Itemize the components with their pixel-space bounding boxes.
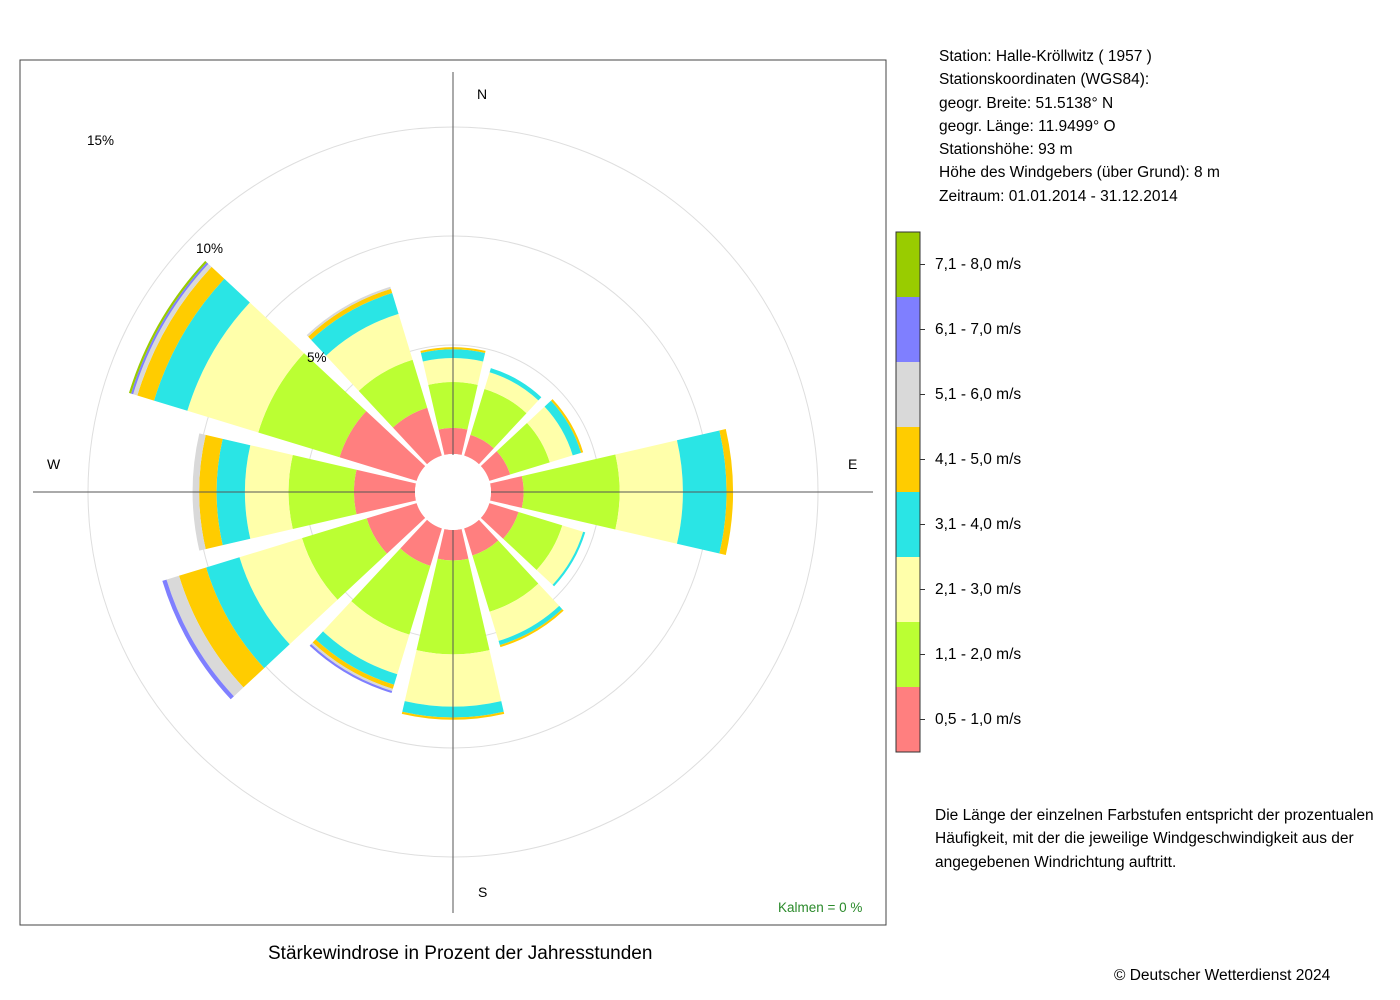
sector-330-speed-1 — [358, 359, 428, 428]
station-name: Station: Halle-Kröllwitz ( 1957 ) — [939, 48, 1152, 65]
legend-label-2: 2,1 - 3,0 m/s — [935, 581, 1022, 598]
ring-label-10: 10% — [196, 241, 224, 256]
sector-300-speed-1 — [258, 353, 367, 458]
sector-150-speed-0 — [464, 519, 499, 556]
sector-300-speed-3 — [153, 278, 250, 411]
legend-swatch-0 — [896, 687, 920, 752]
calm-circle — [415, 454, 491, 530]
sector-120-speed-2 — [536, 525, 584, 585]
direction-north-label: N — [477, 86, 488, 102]
calm-percentage: Kalmen = 0 % — [778, 900, 863, 915]
legend-label-1: 1,1 - 2,0 m/s — [935, 646, 1022, 663]
ring-label-5: 5% — [307, 350, 327, 365]
sector-300-speed-4 — [137, 266, 225, 401]
sector-60-speed-3 — [544, 400, 582, 456]
sector-0-speed-4 — [420, 347, 486, 354]
compass-axes — [33, 72, 873, 913]
sector-30-speed-2 — [484, 372, 539, 414]
sector-330-speed-0 — [392, 407, 442, 465]
legend-swatch-5 — [896, 362, 920, 427]
station-coords-heading: Stationskoordinaten (WGS84): — [939, 71, 1150, 89]
legend-swatch-2 — [896, 557, 920, 622]
sector-bars — [128, 260, 733, 720]
legend-border — [895, 231, 921, 753]
legend-swatch-4 — [896, 427, 920, 492]
sector-330-speed-4 — [308, 288, 393, 340]
sector-330-speed-2 — [325, 313, 413, 391]
sector-60-speed-2 — [527, 406, 573, 463]
sector-240-speed-5 — [166, 575, 244, 697]
sector-210-speed-0 — [400, 519, 442, 566]
legend-swatch-1 — [896, 622, 920, 687]
sector-150-speed-2 — [489, 583, 560, 641]
sector-210-speed-2 — [323, 601, 410, 675]
plot-frame — [19, 59, 887, 926]
legend-description: Die Länge der einzelnen Farbstufen entsp… — [935, 807, 1374, 871]
legend-label-6: 6,1 - 7,0 m/s — [935, 321, 1022, 338]
direction-south-label: S — [478, 884, 488, 900]
direction-west-label: W — [47, 456, 61, 472]
sector-180-speed-4 — [401, 711, 505, 720]
sector-210-speed-4 — [312, 639, 395, 689]
sector-90-speed-4 — [719, 429, 733, 555]
legend-label-5: 5,1 - 6,0 m/s — [935, 386, 1022, 403]
sector-240-speed-1 — [301, 518, 387, 600]
station-latitude: geogr. Breite: 51.5138° N — [939, 94, 1114, 112]
direction-east-label: E — [848, 456, 858, 472]
sector-120-speed-1 — [503, 512, 563, 570]
chart-caption: Stärkewindrose in Prozent der Jahresstun… — [268, 943, 653, 964]
time-period: Zeitraum: 01.01.2014 - 31.12.2014 — [939, 187, 1178, 205]
sector-330-speed-3 — [311, 293, 399, 356]
sector-240-speed-3 — [206, 557, 290, 669]
legend-swatch-7 — [896, 232, 920, 297]
legend-label-3: 3,1 - 4,0 m/s — [935, 516, 1022, 533]
legend-swatch-3 — [896, 492, 920, 557]
sector-210-speed-1 — [351, 548, 431, 635]
sector-240-speed-2 — [239, 538, 338, 645]
sector-300-speed-5 — [133, 263, 212, 396]
copyright-notice: © Deutscher Wetterdienst 2024 — [1114, 967, 1331, 984]
sector-60-speed-1 — [496, 422, 550, 475]
sector-120-speed-0 — [480, 503, 519, 539]
sector-240-speed-0 — [366, 503, 426, 554]
legend-swatch-6 — [896, 297, 920, 362]
station-info: Station: Halle-Kröllwitz ( 1957 ) Statio… — [939, 45, 1220, 208]
sector-60-speed-0 — [480, 451, 511, 481]
sector-150-speed-1 — [472, 540, 539, 612]
station-longitude: geogr. Länge: 11.9499° O — [939, 117, 1116, 135]
sector-30-speed-3 — [489, 368, 542, 401]
sensor-height: Höhe des Windgebers (über Grund): 8 m — [939, 164, 1220, 182]
sector-120-speed-3 — [552, 531, 586, 587]
sector-240-speed-4 — [178, 567, 265, 688]
legend-label-4: 4,1 - 5,0 m/s — [935, 451, 1022, 468]
station-elevation: Stationshöhe: 93 m — [939, 141, 1073, 159]
legend-label-7: 7,1 - 8,0 m/s — [935, 256, 1022, 273]
sector-60-speed-4 — [550, 399, 584, 453]
sector-30-speed-1 — [470, 388, 527, 449]
sector-150-speed-4 — [499, 609, 564, 648]
legend-colorbar — [895, 231, 925, 753]
sector-30-speed-0 — [464, 434, 494, 465]
sector-300-speed-2 — [187, 302, 305, 433]
sector-210-speed-3 — [315, 631, 398, 685]
ring-label-15: 15% — [87, 133, 115, 148]
sector-240-speed-6 — [162, 579, 234, 700]
legend-label-0: 0,5 - 1,0 m/s — [935, 711, 1022, 728]
sector-300-speed-0 — [339, 411, 426, 481]
sector-150-speed-3 — [498, 605, 563, 646]
